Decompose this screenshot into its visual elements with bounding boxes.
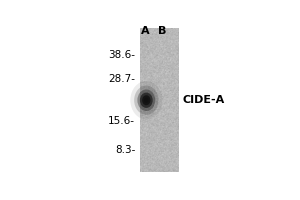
Ellipse shape bbox=[130, 81, 162, 119]
Text: B: B bbox=[158, 26, 166, 36]
Ellipse shape bbox=[144, 98, 148, 103]
Text: A: A bbox=[141, 26, 150, 36]
Ellipse shape bbox=[137, 89, 155, 111]
Text: 38.6-: 38.6- bbox=[108, 50, 135, 60]
Text: 15.6-: 15.6- bbox=[108, 116, 135, 126]
Text: 28.7-: 28.7- bbox=[108, 74, 135, 84]
Ellipse shape bbox=[142, 95, 151, 105]
Ellipse shape bbox=[140, 93, 153, 108]
Ellipse shape bbox=[134, 86, 158, 115]
Text: 8.3-: 8.3- bbox=[115, 145, 135, 155]
Text: CIDE-A: CIDE-A bbox=[183, 95, 225, 105]
